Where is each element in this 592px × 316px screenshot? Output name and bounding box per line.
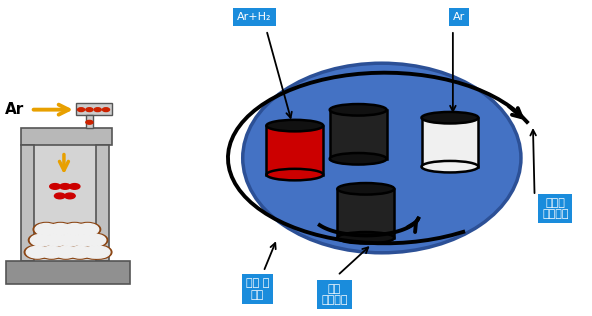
FancyBboxPatch shape	[96, 145, 109, 261]
Circle shape	[43, 233, 69, 247]
Ellipse shape	[330, 104, 387, 116]
Text: 회전 테
이블: 회전 테 이블	[246, 278, 269, 300]
Text: Ar: Ar	[5, 102, 24, 117]
Circle shape	[75, 222, 101, 236]
FancyBboxPatch shape	[422, 118, 478, 167]
FancyBboxPatch shape	[21, 128, 112, 145]
Circle shape	[47, 222, 73, 236]
Circle shape	[44, 234, 67, 246]
Circle shape	[102, 108, 110, 112]
Circle shape	[67, 245, 93, 259]
FancyBboxPatch shape	[21, 145, 34, 261]
Circle shape	[82, 233, 108, 247]
FancyBboxPatch shape	[330, 110, 387, 159]
Circle shape	[26, 246, 49, 258]
Circle shape	[83, 234, 106, 246]
Circle shape	[65, 193, 75, 199]
Ellipse shape	[330, 153, 387, 165]
Circle shape	[63, 223, 86, 235]
Circle shape	[69, 184, 80, 189]
Circle shape	[35, 223, 57, 235]
Circle shape	[57, 233, 83, 247]
Circle shape	[83, 246, 105, 258]
FancyBboxPatch shape	[266, 125, 323, 174]
Circle shape	[59, 234, 81, 246]
Circle shape	[38, 245, 65, 259]
Ellipse shape	[422, 112, 478, 124]
Circle shape	[54, 246, 77, 258]
Circle shape	[86, 108, 93, 112]
Circle shape	[28, 233, 54, 247]
Ellipse shape	[422, 161, 478, 173]
Circle shape	[76, 223, 99, 235]
Circle shape	[86, 120, 93, 124]
Text: Ar+H₂: Ar+H₂	[237, 12, 272, 22]
Circle shape	[50, 184, 60, 189]
FancyBboxPatch shape	[76, 103, 112, 115]
Circle shape	[78, 108, 85, 112]
Ellipse shape	[337, 232, 394, 244]
Circle shape	[54, 193, 65, 199]
Circle shape	[53, 245, 79, 259]
Circle shape	[71, 233, 97, 247]
Circle shape	[62, 222, 88, 236]
Circle shape	[40, 246, 63, 258]
Circle shape	[73, 234, 95, 246]
Text: 테이블
회전방향: 테이블 회전방향	[542, 198, 568, 219]
Circle shape	[30, 234, 53, 246]
FancyBboxPatch shape	[6, 261, 130, 284]
Circle shape	[60, 184, 70, 189]
FancyBboxPatch shape	[34, 145, 96, 261]
FancyBboxPatch shape	[337, 189, 394, 238]
Ellipse shape	[266, 120, 323, 131]
Ellipse shape	[337, 183, 394, 195]
Circle shape	[49, 223, 72, 235]
Circle shape	[69, 246, 91, 258]
FancyBboxPatch shape	[86, 115, 93, 128]
Circle shape	[86, 245, 112, 259]
Circle shape	[33, 222, 59, 236]
Ellipse shape	[266, 169, 323, 180]
Text: 포트
회전방향: 포트 회전방향	[321, 284, 348, 305]
Circle shape	[24, 245, 50, 259]
Circle shape	[94, 108, 101, 112]
Circle shape	[81, 245, 107, 259]
Circle shape	[88, 246, 110, 258]
Ellipse shape	[243, 63, 521, 253]
Text: Ar: Ar	[453, 12, 465, 22]
